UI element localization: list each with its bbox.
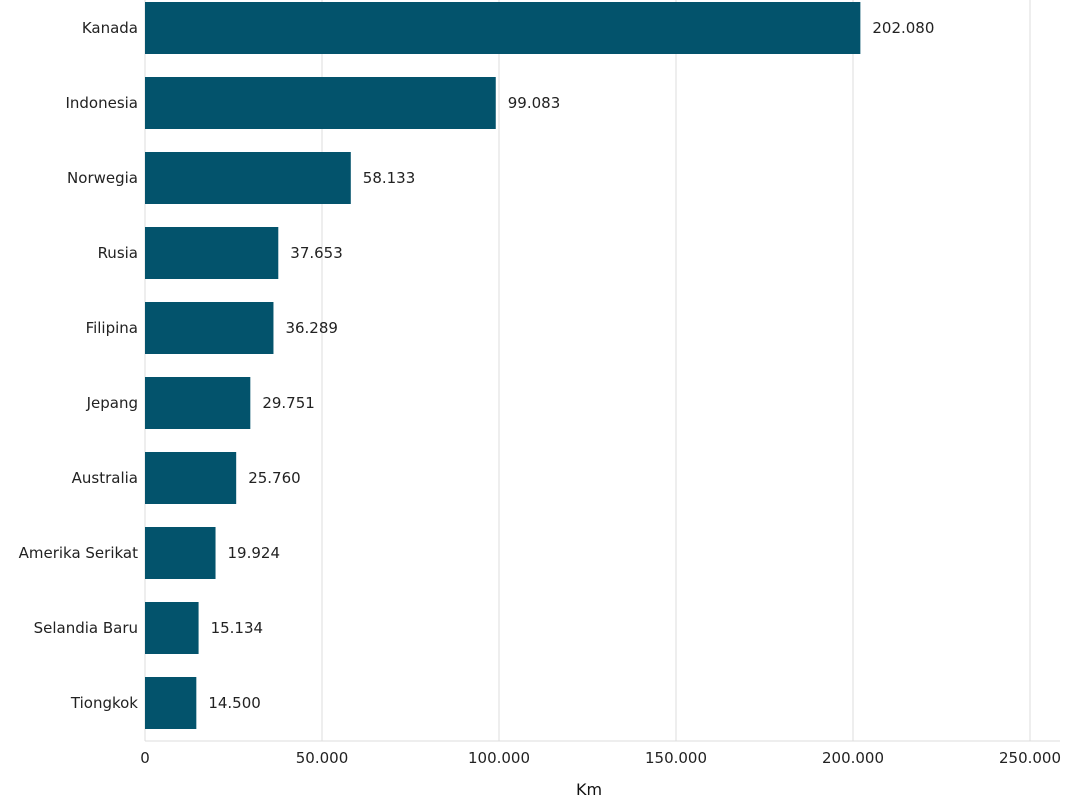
category-label: Amerika Serikat — [19, 544, 139, 562]
bar — [145, 302, 274, 354]
x-tick-label: 150.000 — [645, 749, 707, 767]
x-tick-label: 50.000 — [296, 749, 349, 767]
x-tick-label: 200.000 — [822, 749, 884, 767]
bar — [145, 227, 279, 279]
data-label: 15.134 — [211, 619, 263, 637]
data-label: 37.653 — [290, 244, 343, 262]
category-label: Norwegia — [67, 169, 138, 187]
category-label: Australia — [72, 469, 138, 487]
bar — [145, 377, 251, 429]
data-label: 99.083 — [508, 94, 560, 112]
bar — [145, 602, 199, 654]
category-label: Selandia Baru — [34, 619, 138, 637]
data-label: 14.500 — [208, 694, 261, 712]
category-label: Indonesia — [65, 94, 138, 112]
data-label: 58.133 — [363, 169, 416, 187]
bar — [145, 77, 496, 129]
bar — [145, 677, 197, 729]
category-label: Tiongkok — [70, 694, 138, 712]
data-label: 25.760 — [248, 469, 301, 487]
category-label: Filipina — [86, 319, 138, 337]
category-label: Kanada — [82, 19, 138, 37]
data-label: 29.751 — [262, 394, 315, 412]
data-label: 19.924 — [228, 544, 280, 562]
category-label: Jepang — [86, 394, 138, 412]
data-label: 36.289 — [285, 319, 338, 337]
x-tick-label: 250.000 — [999, 749, 1061, 767]
x-axis-label: Km — [576, 780, 602, 798]
x-tick-label: 0 — [140, 749, 150, 767]
x-tick-label: 100.000 — [468, 749, 530, 767]
category-label: Rusia — [98, 244, 138, 262]
bar — [145, 452, 237, 504]
bar — [145, 527, 216, 579]
bar — [145, 152, 351, 204]
data-label: 202.080 — [872, 19, 934, 37]
bar — [145, 2, 861, 54]
